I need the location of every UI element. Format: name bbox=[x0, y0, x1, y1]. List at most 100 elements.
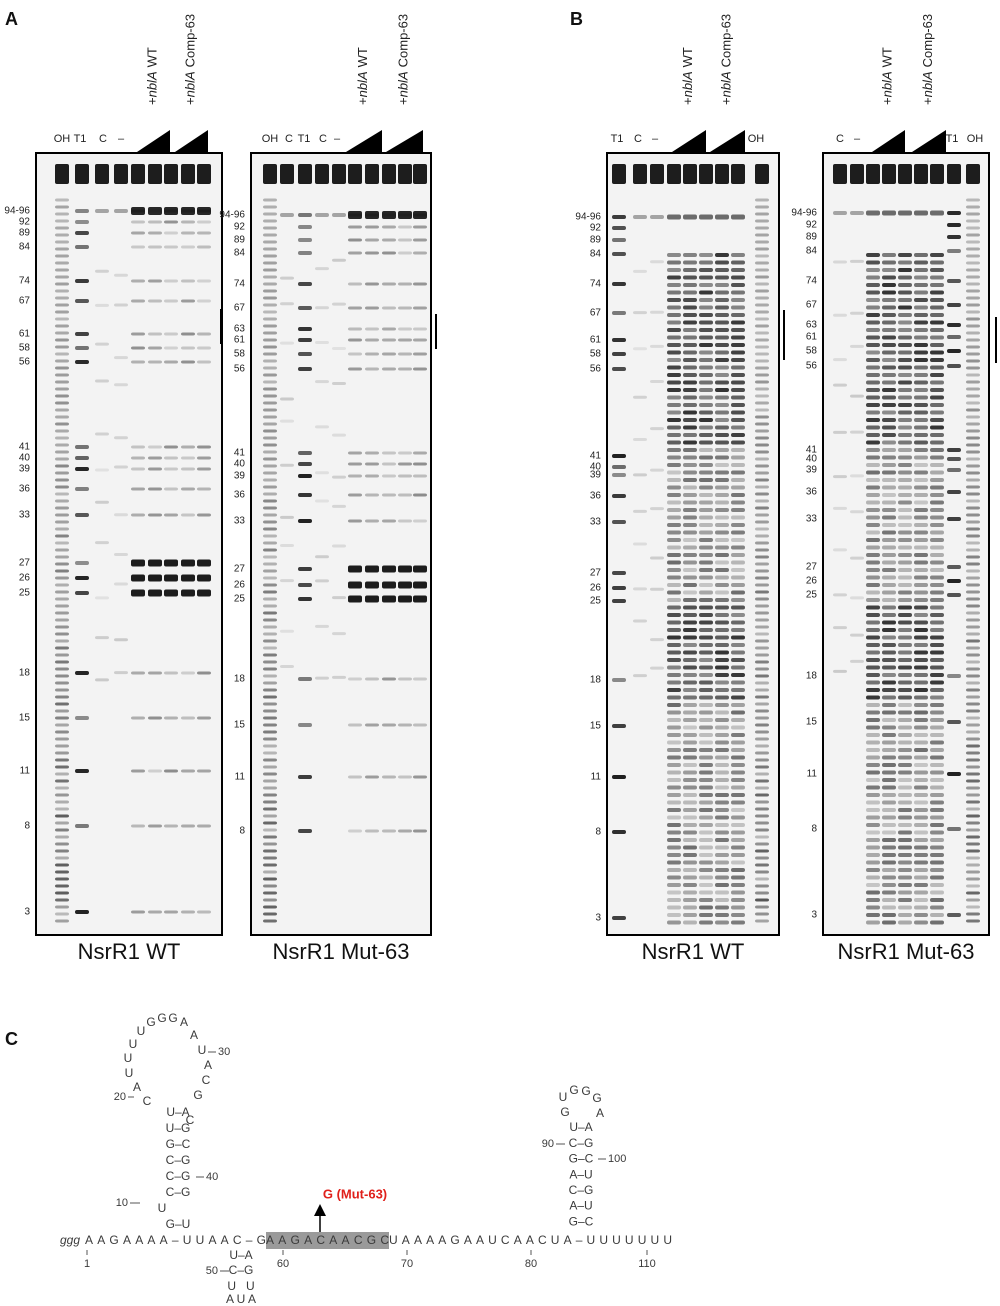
band bbox=[263, 814, 277, 818]
band bbox=[715, 725, 729, 730]
band bbox=[75, 513, 89, 517]
band bbox=[263, 443, 277, 447]
band bbox=[930, 583, 944, 587]
band bbox=[914, 365, 928, 370]
band bbox=[866, 770, 880, 775]
band bbox=[755, 702, 769, 706]
band bbox=[947, 303, 961, 307]
band bbox=[898, 508, 912, 512]
band bbox=[164, 487, 178, 491]
band bbox=[114, 465, 128, 469]
band bbox=[280, 463, 294, 467]
band bbox=[966, 338, 980, 342]
band bbox=[866, 164, 880, 184]
band bbox=[715, 253, 729, 257]
band bbox=[898, 298, 912, 302]
band bbox=[131, 220, 145, 224]
band bbox=[699, 748, 713, 752]
band bbox=[55, 702, 69, 706]
band bbox=[55, 485, 69, 489]
band bbox=[683, 883, 697, 887]
band bbox=[966, 758, 980, 762]
band bbox=[966, 541, 980, 545]
band bbox=[882, 658, 896, 662]
band bbox=[715, 275, 729, 280]
band bbox=[866, 605, 880, 610]
band bbox=[898, 523, 912, 527]
band bbox=[131, 332, 145, 336]
band bbox=[164, 769, 178, 773]
band bbox=[348, 462, 362, 466]
band bbox=[930, 425, 944, 430]
band bbox=[683, 830, 697, 835]
band bbox=[95, 209, 109, 213]
band bbox=[263, 506, 277, 510]
band bbox=[699, 275, 713, 280]
band bbox=[699, 358, 713, 362]
band bbox=[114, 303, 128, 307]
band bbox=[683, 583, 697, 587]
band bbox=[914, 410, 928, 415]
band bbox=[55, 905, 69, 909]
band bbox=[148, 910, 162, 914]
band bbox=[263, 366, 277, 370]
size-marker: 27 bbox=[19, 558, 31, 569]
sequence: AAGAAAA–UUAAC–G bbox=[85, 1233, 266, 1247]
nucleotide: C bbox=[202, 1073, 211, 1087]
band bbox=[731, 500, 745, 505]
band bbox=[966, 443, 980, 447]
band bbox=[882, 725, 896, 730]
band bbox=[833, 593, 847, 597]
band bbox=[715, 583, 729, 587]
nucleotide: U bbox=[198, 1043, 207, 1057]
band bbox=[866, 343, 880, 347]
size-marker: 84 bbox=[590, 249, 602, 260]
band bbox=[683, 395, 697, 400]
band bbox=[866, 808, 880, 812]
band bbox=[930, 688, 944, 692]
band bbox=[914, 463, 928, 467]
band bbox=[850, 596, 864, 600]
band bbox=[699, 418, 713, 422]
band bbox=[755, 499, 769, 503]
band bbox=[833, 383, 847, 387]
band bbox=[866, 463, 880, 467]
band bbox=[715, 283, 729, 287]
band bbox=[755, 443, 769, 447]
band bbox=[882, 328, 896, 332]
band bbox=[55, 289, 69, 293]
band bbox=[898, 605, 912, 610]
band bbox=[699, 305, 713, 310]
band bbox=[898, 388, 912, 392]
band bbox=[667, 725, 681, 730]
band bbox=[833, 475, 847, 479]
band bbox=[755, 520, 769, 524]
band bbox=[197, 346, 211, 350]
band bbox=[650, 344, 664, 348]
band bbox=[164, 574, 178, 582]
band bbox=[866, 575, 880, 580]
band bbox=[930, 410, 944, 415]
size-marker: 3 bbox=[595, 913, 601, 924]
band bbox=[914, 710, 928, 715]
band bbox=[667, 350, 681, 355]
band bbox=[914, 350, 928, 355]
band bbox=[914, 470, 928, 475]
band bbox=[365, 677, 379, 681]
base-pair: C–G bbox=[166, 1169, 191, 1183]
band bbox=[95, 164, 109, 184]
band bbox=[914, 695, 928, 700]
band bbox=[898, 620, 912, 625]
band bbox=[650, 507, 664, 511]
band bbox=[263, 555, 277, 559]
band bbox=[55, 408, 69, 412]
band bbox=[197, 716, 211, 720]
band bbox=[866, 590, 880, 595]
band bbox=[882, 164, 896, 184]
band bbox=[930, 770, 944, 775]
band bbox=[348, 338, 362, 342]
band bbox=[731, 523, 745, 527]
band bbox=[866, 793, 880, 797]
band bbox=[914, 613, 928, 617]
band bbox=[715, 643, 729, 647]
